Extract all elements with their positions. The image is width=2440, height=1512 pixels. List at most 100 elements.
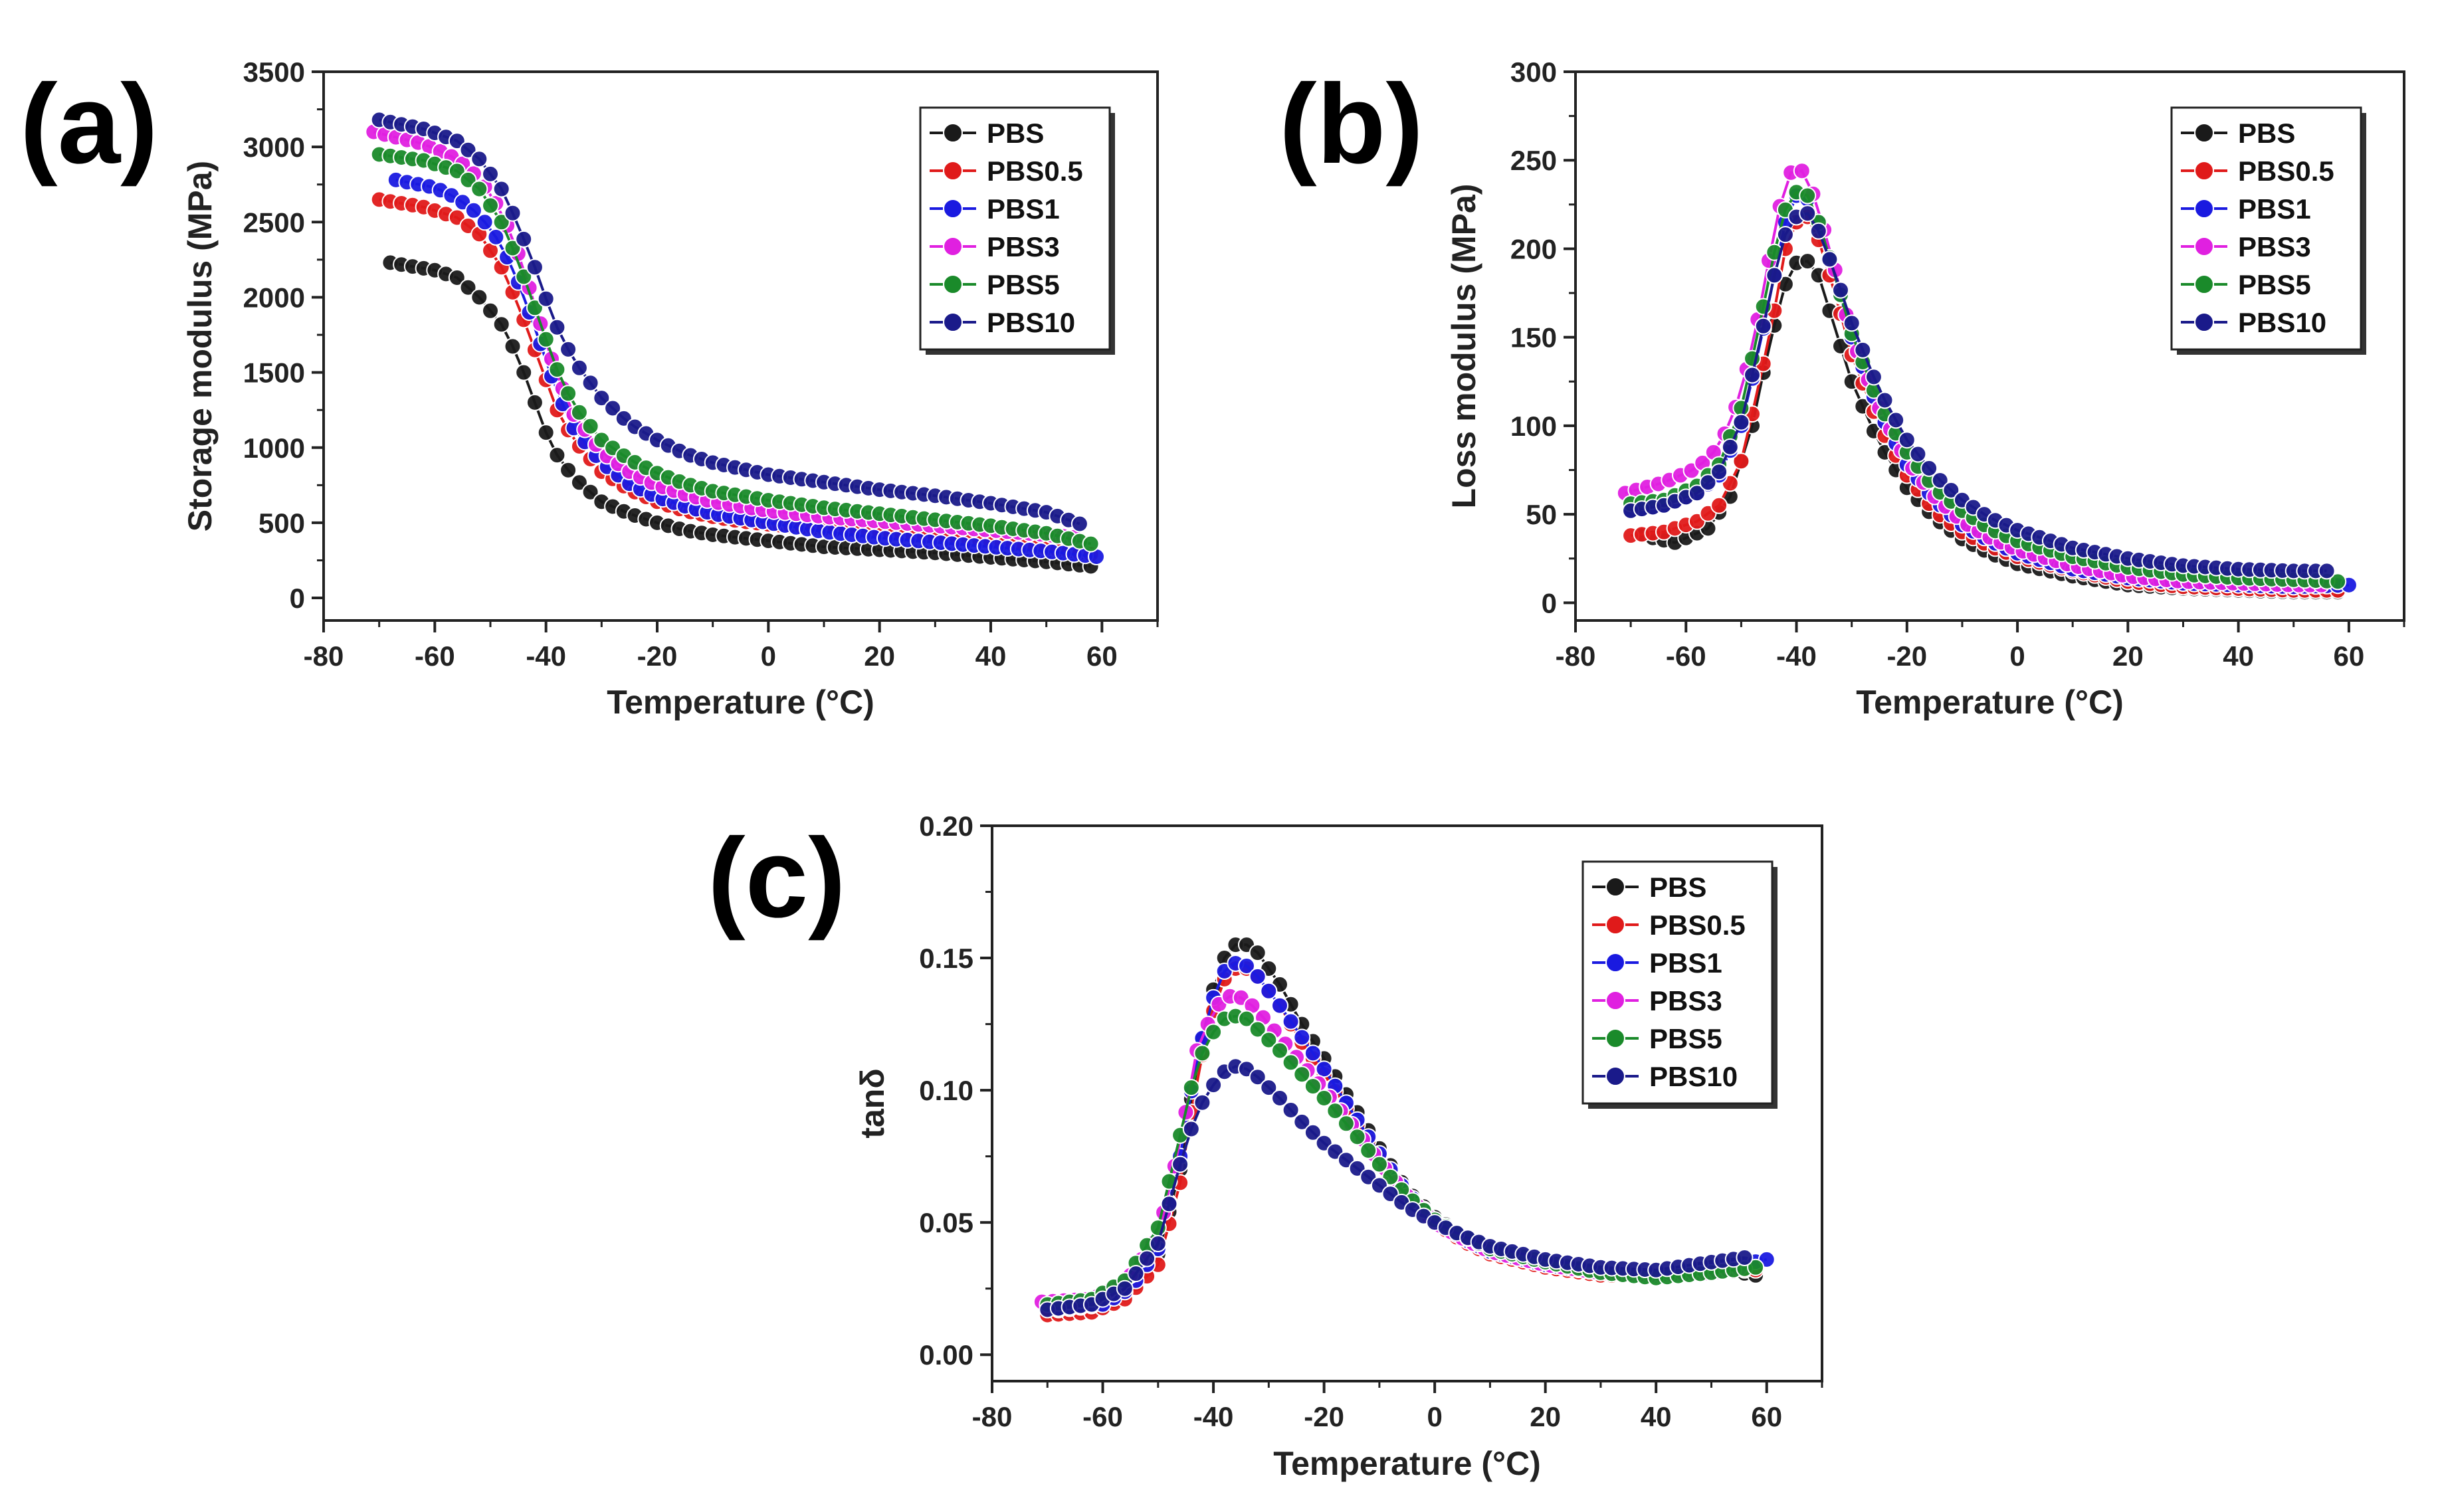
plot-frame	[1574, 70, 2405, 622]
data-point	[1799, 252, 1817, 270]
data-point	[1766, 266, 1783, 284]
legend-box	[1581, 860, 1774, 1105]
data-point	[1793, 162, 1811, 180]
y-tick-label: 2500	[243, 207, 305, 238]
legend-label: PBS3	[1649, 985, 1722, 1016]
data-point	[1370, 1155, 1388, 1173]
data-point	[1315, 1089, 1333, 1107]
legend: PBS PBS0.5 PBS1 PBS3 PBS5 PBS10	[2170, 106, 2366, 355]
data-point	[504, 337, 522, 355]
data-point	[1865, 368, 1882, 386]
chart-panel: (a) -80 -60 -40 -20 0 20 40 60 0 500 1000 1500 2000 25…	[20, 56, 1159, 721]
data-point	[548, 318, 566, 336]
x-tick-label: 60	[1086, 640, 1118, 672]
legend-marker	[1605, 953, 1625, 973]
data-point	[1293, 1066, 1311, 1084]
data-point	[581, 483, 599, 501]
plot-frame	[991, 824, 1823, 1382]
legend-marker	[2194, 199, 2214, 219]
y-tick-label: 0.05	[919, 1207, 973, 1238]
data-point	[1149, 1235, 1167, 1252]
y-tick-label: 0.15	[919, 943, 973, 974]
x-tick-label: -20	[1886, 640, 1927, 672]
y-tick-label: 500	[258, 508, 305, 539]
data-point	[1360, 1141, 1377, 1159]
legend-marker	[2194, 312, 2214, 332]
chart-panel: (b) -80 -60 -40 -20 0 20 40 60 0 50 100 150 200 250 300…	[1279, 56, 2405, 721]
data-point	[1304, 1078, 1322, 1095]
data-point	[1754, 317, 1772, 335]
chart-panel: (c) -80 -60 -40 -20 0 20 40 60 0.00 0.05 0.10 0.15 0.…	[708, 810, 1823, 1482]
data-point	[559, 340, 577, 358]
x-tick-label: 40	[2223, 640, 2254, 672]
x-tick-label: -80	[304, 640, 344, 672]
data-point	[1744, 366, 1761, 384]
y-axis-title: Loss modulus (MPa)	[1445, 184, 1482, 509]
x-tick-label: -20	[1304, 1401, 1344, 1432]
data-point	[1304, 1044, 1322, 1062]
data-point	[604, 399, 622, 417]
legend-marker	[2194, 123, 2214, 143]
x-tick-label: 20	[1530, 1401, 1561, 1432]
y-tick-label: 100	[1510, 411, 1557, 442]
y-tick-label: 3500	[243, 56, 305, 88]
data-point	[1193, 1093, 1211, 1111]
y-tick-label: 0.20	[919, 810, 973, 842]
data-point	[1171, 1155, 1189, 1173]
legend-box	[919, 106, 1111, 351]
panel-letter: (b)	[1279, 61, 1423, 187]
data-point	[1249, 967, 1267, 985]
data-point	[1776, 226, 1794, 244]
legend-marker	[943, 236, 963, 256]
data-point	[1315, 1060, 1333, 1078]
data-point	[470, 180, 488, 198]
y-tick-label: 0	[1542, 587, 1557, 618]
data-point	[1249, 1020, 1267, 1038]
data-point	[1909, 445, 1927, 463]
data-point	[1293, 1113, 1311, 1131]
data-point	[1260, 1031, 1278, 1049]
legend-label: PBS0.5	[987, 155, 1083, 187]
x-tick-label: 0	[1427, 1401, 1442, 1432]
data-point	[1205, 1023, 1223, 1041]
data-point	[1082, 535, 1100, 553]
y-axis-title: Storage modulus (MPa)	[181, 161, 219, 531]
data-point	[459, 278, 477, 296]
data-point	[1854, 341, 1872, 359]
data-point	[1887, 411, 1905, 429]
data-point	[487, 228, 505, 246]
data-point	[1799, 187, 1817, 205]
data-point	[1116, 1279, 1134, 1297]
data-point	[1821, 250, 1839, 268]
x-axis-title: Temperature (°C)	[1856, 684, 2123, 721]
legend-label: PBS0.5	[2238, 155, 2334, 187]
x-tick-label: 60	[1751, 1401, 1782, 1432]
legend-label: PBS3	[987, 231, 1060, 262]
data-point	[2318, 562, 2336, 580]
legend-label: PBS1	[1649, 947, 1722, 979]
data-point	[448, 132, 466, 150]
data-point	[476, 213, 494, 231]
data-point	[1710, 496, 1728, 514]
legend-label: PBS	[987, 118, 1044, 149]
x-tick-label: -60	[1082, 1401, 1123, 1432]
data-point	[559, 385, 577, 403]
data-point	[1876, 391, 1894, 409]
data-point	[548, 446, 566, 464]
data-point	[1238, 957, 1255, 975]
legend-marker	[1605, 991, 1625, 1010]
x-tick-label: 0	[2009, 640, 2025, 672]
data-point	[504, 204, 522, 222]
y-tick-label: 250	[1510, 145, 1557, 176]
y-tick-label: 300	[1510, 56, 1557, 88]
data-point	[559, 461, 577, 479]
data-point	[537, 330, 555, 348]
data-point	[1799, 205, 1817, 223]
legend-label: PBS10	[987, 307, 1075, 338]
data-point	[1721, 438, 1739, 456]
x-tick-label: -80	[1556, 640, 1596, 672]
x-tick-label: -40	[526, 640, 566, 672]
data-point	[492, 180, 510, 198]
legend-marker	[2194, 161, 2214, 181]
legend-label: PBS1	[2238, 193, 2311, 225]
